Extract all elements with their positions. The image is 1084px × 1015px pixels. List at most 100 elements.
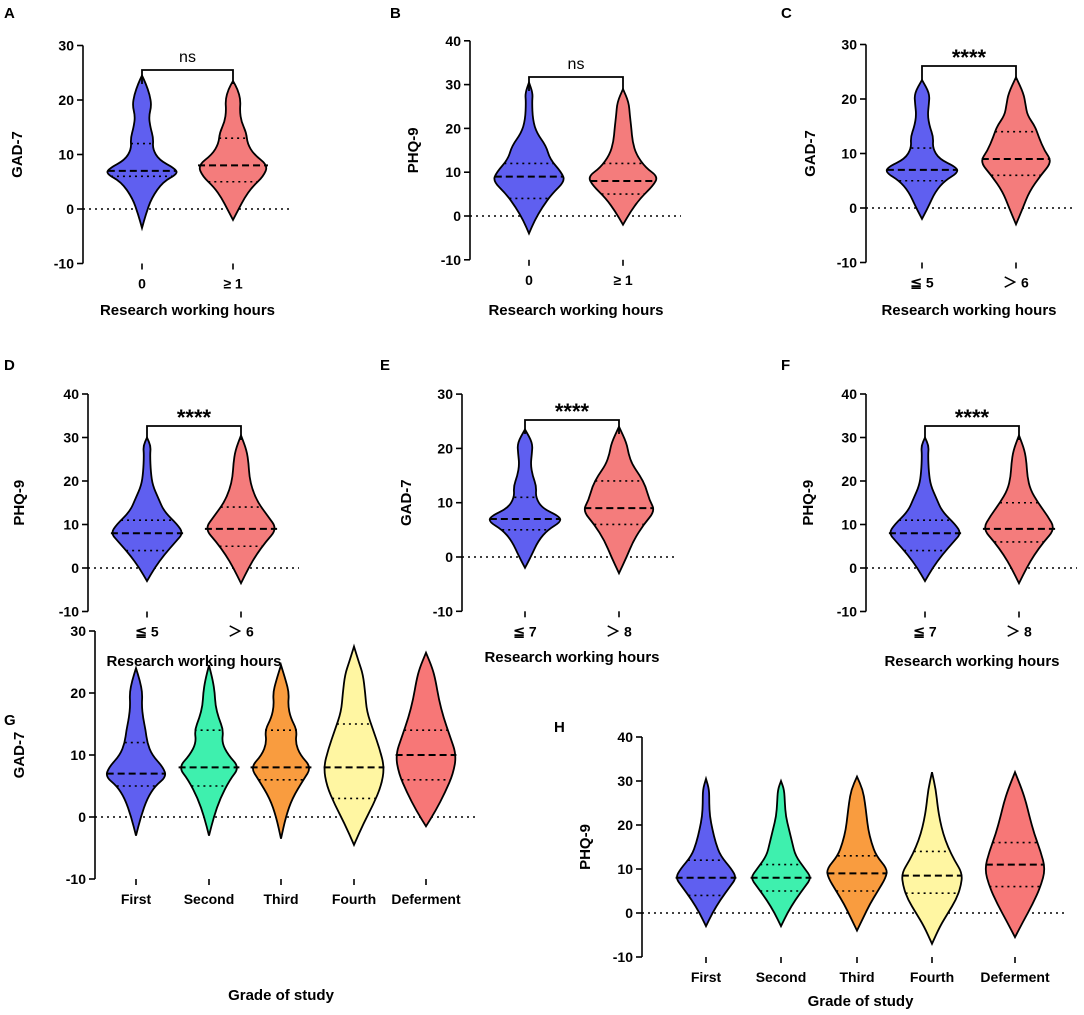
significance-bracket: [921, 65, 1017, 80]
violin-fourth: [323, 643, 385, 848]
y-tick-label: -10: [59, 604, 79, 620]
y-tick-label: 10: [70, 747, 86, 763]
x-axis-label: Research working hours: [488, 302, 663, 319]
x-tick-label: Fourth: [332, 891, 376, 907]
violin-0: [106, 73, 178, 232]
chart-panel-a: A -10 0 10 20 30 GAD-7 0 ≥ 1 Research working hou…: [4, 5, 291, 319]
panel-label: G: [4, 712, 16, 729]
violin-second: [751, 778, 811, 929]
violin-second: [180, 664, 238, 836]
x-tick-label: ≥ 1: [223, 276, 243, 292]
y-tick-label: 20: [63, 473, 79, 489]
y-tick-label: 30: [58, 38, 74, 54]
y-tick-label: 40: [445, 33, 461, 49]
x-tick-label: ≦ 7: [513, 623, 537, 639]
panel-label: D: [4, 357, 15, 374]
y-tick-label: -10: [613, 949, 633, 965]
x-tick-label: Fourth: [910, 969, 954, 985]
significance-label: ****: [177, 405, 212, 430]
panel-label: C: [781, 5, 792, 22]
violin-third: [252, 662, 310, 839]
x-axis-label: Grade of study: [228, 987, 335, 1004]
violin-fourth: [901, 772, 963, 946]
x-axis-label: Research working hours: [106, 653, 281, 670]
x-tick-label: ≦ 5: [910, 275, 934, 291]
x-tick-label: ≥ 1: [613, 272, 633, 288]
violin-5: [111, 435, 183, 583]
x-tick-label: ＞ 8: [1006, 624, 1032, 640]
y-axis-label: PHQ-9: [405, 127, 422, 173]
panel-label: F: [781, 357, 790, 374]
violin-1: [588, 86, 658, 227]
panel-label: B: [390, 5, 401, 22]
y-tick-label: 30: [63, 430, 79, 446]
x-axis-label: Research working hours: [484, 649, 659, 666]
y-axis-label: GAD-7: [802, 130, 819, 177]
y-tick-label: -10: [433, 603, 453, 619]
y-tick-label: 0: [453, 208, 461, 224]
y-axis-label: GAD-7: [11, 732, 28, 779]
y-tick-label: -10: [837, 255, 857, 271]
x-tick-label: Third: [840, 969, 875, 985]
y-tick-label: 10: [63, 517, 79, 533]
violin-6: [981, 75, 1051, 227]
x-tick-label: ＞ 6: [1003, 275, 1029, 291]
y-axis-label: GAD-7: [9, 131, 26, 178]
chart-panel-c: C -10 0 10 20 30 GAD-7 ≦ 5 ＞ 6 Research working h…: [781, 5, 1074, 319]
x-tick-label: ＞ 6: [228, 624, 254, 640]
y-tick-label: 30: [617, 773, 633, 789]
x-axis-label: Research working hours: [881, 302, 1056, 319]
x-axis-label: Research working hours: [100, 302, 275, 319]
y-tick-label: 0: [78, 809, 86, 825]
panel-label: H: [554, 719, 565, 736]
x-tick-label: Third: [264, 891, 299, 907]
chart-panel-h: H -10 0 10 20 30 40 PHQ-9 First Second Third Fourth…: [554, 719, 1067, 1010]
y-tick-label: 20: [70, 685, 86, 701]
x-tick-label: Second: [184, 891, 235, 907]
y-tick-label: 0: [71, 560, 79, 576]
x-axis-label: Grade of study: [808, 993, 915, 1010]
chart-panel-b: B -10 0 10 20 30 40 PHQ-9 0 ≥ 1 Research working h…: [390, 5, 681, 319]
violin-7: [488, 427, 562, 570]
y-tick-label: 40: [617, 729, 633, 745]
y-tick-label: 0: [625, 905, 633, 921]
y-tick-label: 40: [63, 386, 79, 402]
violin-first: [676, 775, 736, 929]
y-axis-label: PHQ-9: [11, 480, 28, 526]
y-tick-label: 0: [849, 200, 857, 216]
y-tick-label: -10: [837, 604, 857, 620]
y-tick-label: 20: [437, 440, 453, 456]
y-tick-label: 30: [70, 623, 86, 639]
y-tick-label: 20: [58, 92, 74, 108]
violin-8: [984, 432, 1054, 586]
y-tick-label: 20: [445, 120, 461, 136]
y-tick-label: 10: [841, 146, 857, 162]
y-tick-label: 10: [841, 517, 857, 533]
violin-1: [198, 79, 268, 222]
violin-deferment: [395, 650, 457, 829]
significance-label: ****: [952, 45, 987, 70]
significance-bracket: [141, 69, 234, 84]
y-tick-label: 20: [841, 91, 857, 107]
y-tick-label: 0: [849, 560, 857, 576]
x-tick-label: Second: [756, 969, 807, 985]
chart-panel-e: E -10 0 10 20 30 GAD-7 ≦ 7 ＞ 8 Research working h…: [380, 357, 677, 666]
violin-0: [493, 79, 565, 236]
significance-bracket: [528, 76, 624, 91]
y-tick-label: 10: [617, 861, 633, 877]
significance-bracket: [524, 419, 620, 434]
violin-6: [206, 432, 276, 586]
panel-label: A: [4, 5, 15, 22]
chart-panel-f: F -10 0 10 20 30 40 PHQ-9 ≦ 7 ＞ 8 Research working…: [781, 357, 1077, 670]
y-tick-label: 30: [841, 430, 857, 446]
significance-label: ****: [555, 399, 590, 424]
y-tick-label: 20: [617, 817, 633, 833]
x-tick-label: ＞ 8: [606, 623, 632, 639]
x-tick-label: Deferment: [980, 969, 1050, 985]
y-tick-label: 20: [841, 473, 857, 489]
y-tick-label: -10: [66, 871, 86, 887]
significance-bracket: [146, 425, 242, 440]
panel-label: E: [380, 357, 390, 374]
x-tick-label: 0: [138, 276, 146, 292]
